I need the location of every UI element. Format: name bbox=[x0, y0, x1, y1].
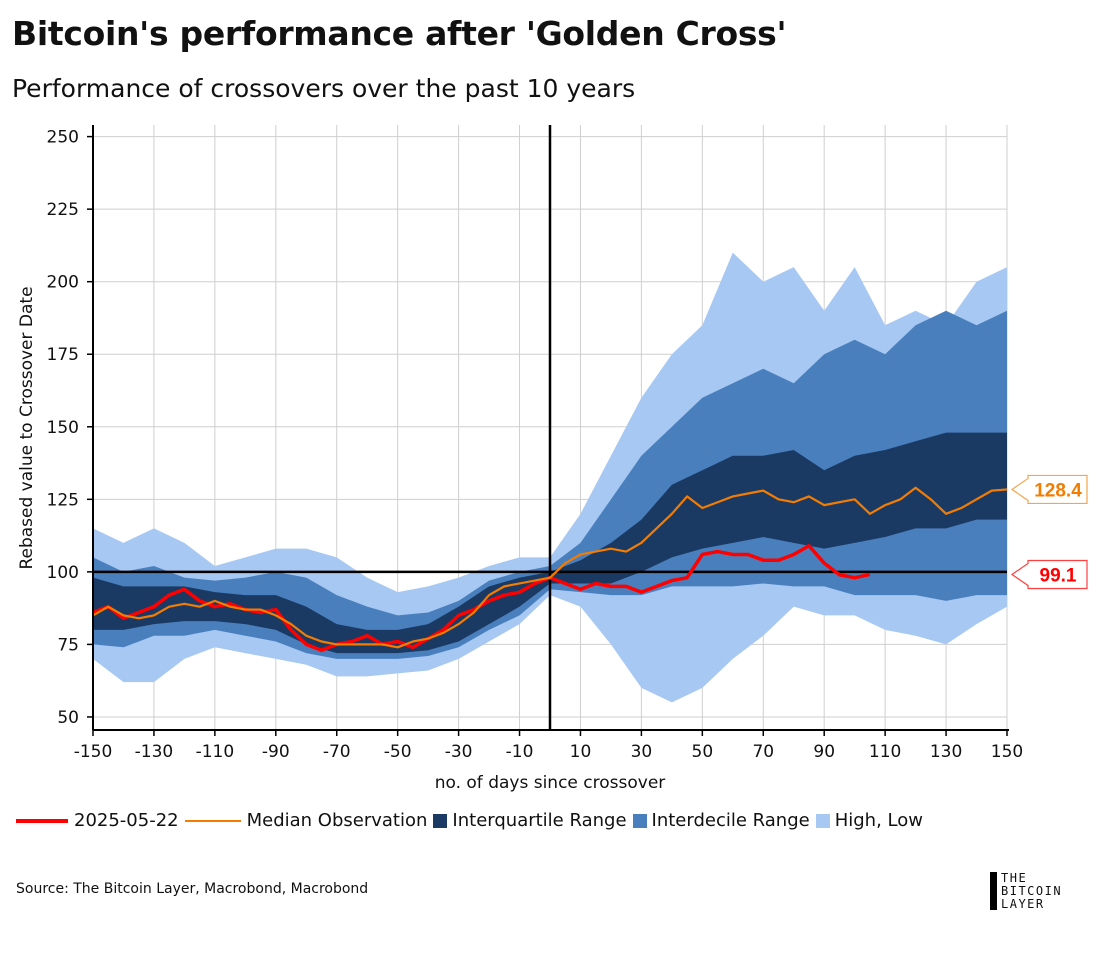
logo-bar bbox=[990, 872, 997, 910]
y-tick-label: 250 bbox=[47, 128, 79, 148]
x-tick-label: 70 bbox=[752, 742, 774, 762]
y-tick-label: 150 bbox=[47, 418, 79, 438]
x-tick-label: -110 bbox=[196, 742, 235, 762]
legend-label: Median Observation bbox=[246, 810, 428, 831]
series-end-label: 99.1 bbox=[1040, 565, 1077, 586]
axes bbox=[87, 125, 1009, 736]
y-tick-label: 50 bbox=[57, 708, 79, 728]
x-tick-label: -90 bbox=[262, 742, 290, 762]
legend-label: Interquartile Range bbox=[452, 810, 627, 831]
bitcoin-layer-logo: THE BITCOIN LAYER bbox=[990, 872, 1062, 911]
series-line-median bbox=[92, 486, 1008, 649]
x-tick-label: -30 bbox=[445, 742, 473, 762]
tick-labels: 50 75 100 125 150 175 200 225 250 -150 -130 -110 -90… bbox=[47, 128, 1024, 762]
x-tick-label: 90 bbox=[813, 742, 835, 762]
median-end-label: 128.4 bbox=[1034, 480, 1082, 501]
x-tick-label: -150 bbox=[74, 742, 113, 762]
y-tick-label: 125 bbox=[47, 490, 79, 510]
band-interquartile bbox=[93, 432, 1007, 654]
y-tick-label: 100 bbox=[47, 563, 79, 583]
legend: 2025-05-22 Median Observation Interquart… bbox=[16, 810, 929, 831]
legend-swatch-idr bbox=[632, 813, 647, 828]
y-axis-label: Rebased value to Crossover Date bbox=[17, 286, 37, 569]
x-tick-label: 30 bbox=[631, 742, 653, 762]
median-end-callout: 128.4 bbox=[1010, 474, 1088, 505]
y-tick-label: 200 bbox=[47, 273, 79, 293]
legend-item-highlow: High, Low bbox=[815, 810, 923, 831]
logo-text: THE BITCOIN LAYER bbox=[1001, 872, 1062, 911]
legend-item-2025: 2025-05-22 bbox=[16, 810, 179, 831]
x-tick-label: 110 bbox=[869, 742, 901, 762]
legend-label: Interdecile Range bbox=[651, 810, 810, 831]
chart-title: Bitcoin's performance after 'Golden Cros… bbox=[12, 14, 787, 53]
legend-swatch-highlow bbox=[815, 813, 830, 828]
legend-label: High, Low bbox=[834, 810, 923, 831]
logo-line: LAYER bbox=[1001, 897, 1045, 911]
source-note: Source: The Bitcoin Layer, Macrobond, Ma… bbox=[16, 881, 369, 897]
chart-subtitle: Performance of crossovers over the past … bbox=[12, 74, 636, 103]
legend-item-iqr: Interquartile Range bbox=[433, 810, 627, 831]
x-tick-label: -130 bbox=[135, 742, 174, 762]
legend-item-idr: Interdecile Range bbox=[632, 810, 810, 831]
x-tick-label: 10 bbox=[570, 742, 592, 762]
x-tick-label: 130 bbox=[930, 742, 962, 762]
y-tick-label: 75 bbox=[57, 635, 79, 655]
logo-line: BITCOIN bbox=[1001, 884, 1063, 898]
legend-swatch-orange-line bbox=[184, 819, 241, 822]
x-tick-label: 150 bbox=[991, 742, 1023, 762]
y-tick-label: 225 bbox=[47, 200, 79, 220]
logo-line: THE bbox=[1001, 871, 1028, 885]
legend-swatch-iqr bbox=[433, 813, 448, 828]
y-tick-label: 175 bbox=[47, 345, 79, 365]
series-end-callout: 99.1 bbox=[1010, 559, 1088, 590]
x-tick-label: -70 bbox=[323, 742, 351, 762]
legend-swatch-red-line bbox=[16, 818, 68, 823]
x-tick-label: 50 bbox=[692, 742, 714, 762]
legend-label: 2025-05-22 bbox=[74, 810, 179, 831]
x-tick-label: -10 bbox=[506, 742, 534, 762]
x-tick-label: -50 bbox=[384, 742, 412, 762]
x-axis-label: no. of days since crossover bbox=[435, 773, 666, 793]
lines bbox=[92, 125, 1008, 730]
legend-item-median: Median Observation bbox=[184, 810, 428, 831]
